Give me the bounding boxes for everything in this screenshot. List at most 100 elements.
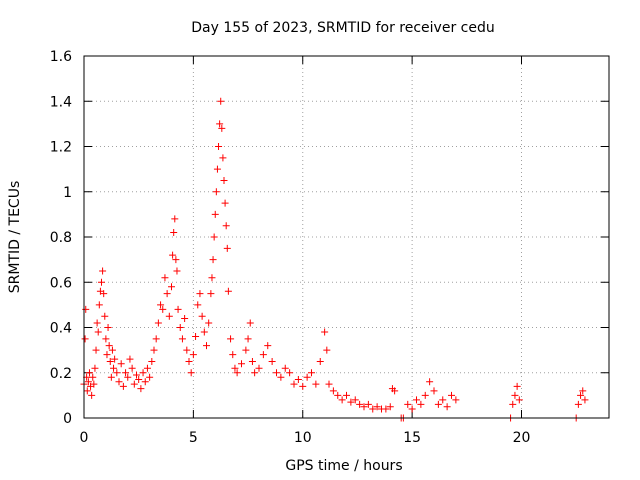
data-point — [102, 335, 110, 343]
data-point — [198, 312, 206, 320]
data-point — [268, 357, 276, 365]
data-point — [124, 373, 132, 381]
data-point — [192, 333, 200, 341]
data-point — [117, 360, 125, 368]
x-tick-label: 20 — [513, 430, 531, 446]
data-point — [110, 364, 118, 372]
data-point — [577, 391, 585, 399]
data-point — [126, 355, 134, 363]
data-point — [207, 290, 215, 298]
data-point — [223, 244, 231, 252]
data-point — [574, 400, 582, 408]
data-point — [209, 256, 217, 264]
data-point — [255, 364, 263, 372]
data-point — [452, 396, 460, 404]
data-points — [80, 97, 589, 422]
data-point — [443, 403, 451, 411]
data-point — [430, 387, 438, 395]
data-point — [141, 378, 149, 386]
data-point — [163, 290, 171, 298]
data-point — [130, 380, 138, 388]
data-point — [581, 396, 589, 404]
data-point — [90, 380, 98, 388]
data-point — [205, 319, 213, 327]
data-point — [408, 405, 416, 413]
data-point — [238, 360, 245, 368]
axis-ticks: 0 0.2 0.4 0.6 0.8 1 1.2 1.4 1.6 0 5 10 15 20 — [50, 49, 609, 446]
x-tick-label: 5 — [189, 430, 198, 446]
data-point — [404, 400, 412, 408]
data-point — [303, 373, 311, 381]
data-point — [294, 376, 302, 384]
data-point — [334, 391, 342, 399]
data-point — [515, 396, 523, 404]
y-tick-label: 0.4 — [50, 321, 72, 337]
data-point — [165, 312, 173, 320]
data-point — [174, 305, 182, 313]
data-point — [183, 346, 191, 354]
data-point — [426, 378, 434, 386]
data-point — [103, 351, 111, 359]
data-point — [92, 346, 100, 354]
data-point — [413, 396, 420, 404]
data-point — [168, 283, 175, 291]
data-point — [386, 403, 394, 411]
data-point — [152, 335, 160, 343]
grid-layer — [84, 56, 609, 418]
data-point — [218, 124, 226, 132]
data-point — [108, 346, 116, 354]
data-point — [208, 274, 216, 282]
data-point — [203, 342, 210, 350]
data-point — [178, 335, 186, 343]
y-tick-label: 0.6 — [50, 275, 72, 291]
data-point — [85, 369, 93, 377]
data-point — [231, 364, 239, 372]
data-point — [281, 364, 289, 372]
data-point — [312, 380, 320, 388]
data-point — [81, 335, 89, 343]
data-point — [421, 391, 429, 399]
data-point — [439, 396, 447, 404]
plot-frame — [83, 55, 610, 419]
data-point — [233, 369, 241, 377]
data-point — [194, 301, 202, 309]
data-point — [221, 199, 229, 207]
x-tick-label: 15 — [403, 430, 421, 446]
data-point — [509, 400, 517, 408]
data-point — [286, 369, 294, 377]
y-tick-label: 1.2 — [50, 140, 72, 156]
data-point — [579, 387, 587, 395]
data-point — [215, 143, 223, 150]
data-point — [264, 342, 272, 350]
data-point — [325, 380, 333, 388]
data-point — [113, 369, 121, 377]
y-tick-label: 0.2 — [50, 366, 72, 382]
data-point — [251, 369, 259, 377]
data-point — [83, 387, 91, 395]
data-point — [391, 387, 399, 395]
x-tick-label: 10 — [294, 430, 312, 446]
data-point — [229, 351, 237, 359]
data-point — [150, 346, 158, 354]
data-point — [242, 346, 250, 354]
y-tick-label: 0 — [63, 411, 72, 427]
data-point — [213, 165, 221, 173]
data-point — [119, 382, 127, 390]
data-point — [343, 391, 350, 399]
y-tick-label: 1.4 — [50, 94, 72, 110]
data-point — [169, 251, 177, 259]
data-point — [146, 373, 154, 381]
data-point — [277, 373, 285, 381]
y-tick-label: 1.6 — [50, 49, 72, 65]
data-point — [220, 176, 228, 184]
x-axis-label: GPS time / hours — [285, 458, 402, 474]
data-point — [351, 396, 359, 404]
data-point — [148, 357, 156, 365]
data-point — [369, 405, 377, 413]
data-point — [417, 400, 425, 408]
data-point — [222, 222, 230, 230]
data-point — [99, 267, 107, 275]
data-point — [316, 357, 324, 365]
data-point — [105, 342, 113, 350]
data-point — [246, 319, 254, 327]
